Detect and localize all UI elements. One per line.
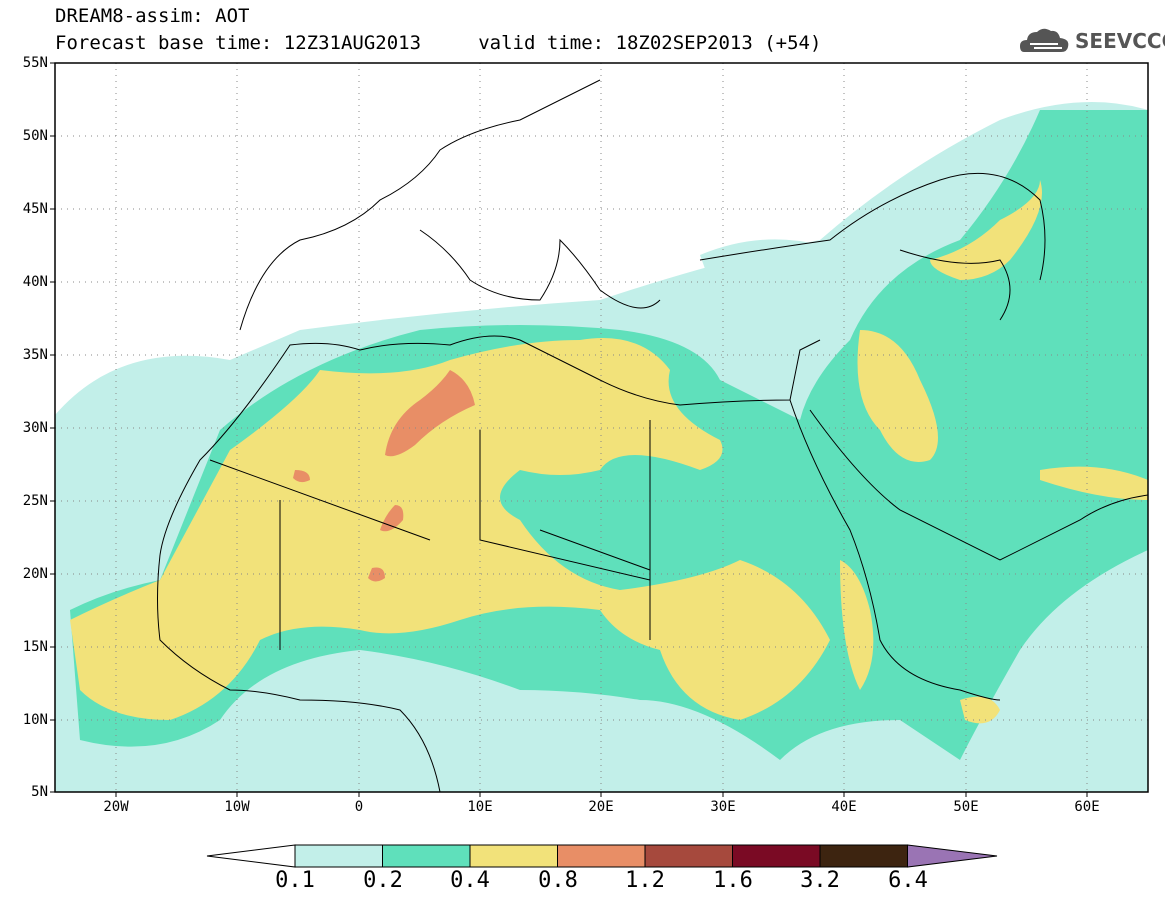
lon-label: 20W	[103, 799, 129, 815]
lon-label: 10W	[224, 799, 250, 815]
colorbar-label: 1.2	[625, 868, 665, 893]
lat-label: 55N	[22, 55, 48, 71]
map-title: DREAM8-assim: AOT	[55, 5, 250, 27]
coastlines	[157, 79, 1148, 792]
lat-label: 10N	[22, 712, 48, 728]
colorbar-label: 0.4	[450, 868, 490, 893]
colorbar-label: 0.8	[538, 868, 578, 893]
lat-label: 45N	[22, 201, 48, 217]
lon-label: 60E	[1074, 799, 1100, 815]
lat-label: 20N	[22, 566, 48, 582]
lat-label: 15N	[22, 639, 48, 655]
aot-band-0.4	[70, 180, 1148, 724]
lat-label: 5N	[31, 784, 48, 800]
lat-label: 35N	[22, 347, 48, 363]
lon-label: 30E	[710, 799, 736, 815]
map-subtitle: Forecast base time: 12Z31AUG2013 valid t…	[55, 32, 822, 54]
graticule	[55, 63, 1148, 792]
lon-label: 10E	[467, 799, 493, 815]
colorbar-label: 3.2	[800, 868, 840, 893]
aot-band-0.8	[293, 370, 475, 582]
colorbar-label: 1.6	[713, 868, 753, 893]
colorbar-label: 0.1	[275, 868, 315, 893]
lon-label: 20E	[588, 799, 614, 815]
lat-label: 40N	[22, 274, 48, 290]
cloud-icon	[1020, 28, 1069, 52]
lat-label: 25N	[22, 493, 48, 509]
logo-text: SEEVCCC	[1075, 29, 1165, 53]
lon-label: 40E	[831, 799, 857, 815]
lat-label: 50N	[22, 128, 48, 144]
colorbar-label: 6.4	[888, 868, 928, 893]
lat-label: 30N	[22, 420, 48, 436]
lon-label: 50E	[953, 799, 979, 815]
colorbar-label: 0.2	[363, 868, 403, 893]
lon-label: 0	[354, 799, 364, 815]
